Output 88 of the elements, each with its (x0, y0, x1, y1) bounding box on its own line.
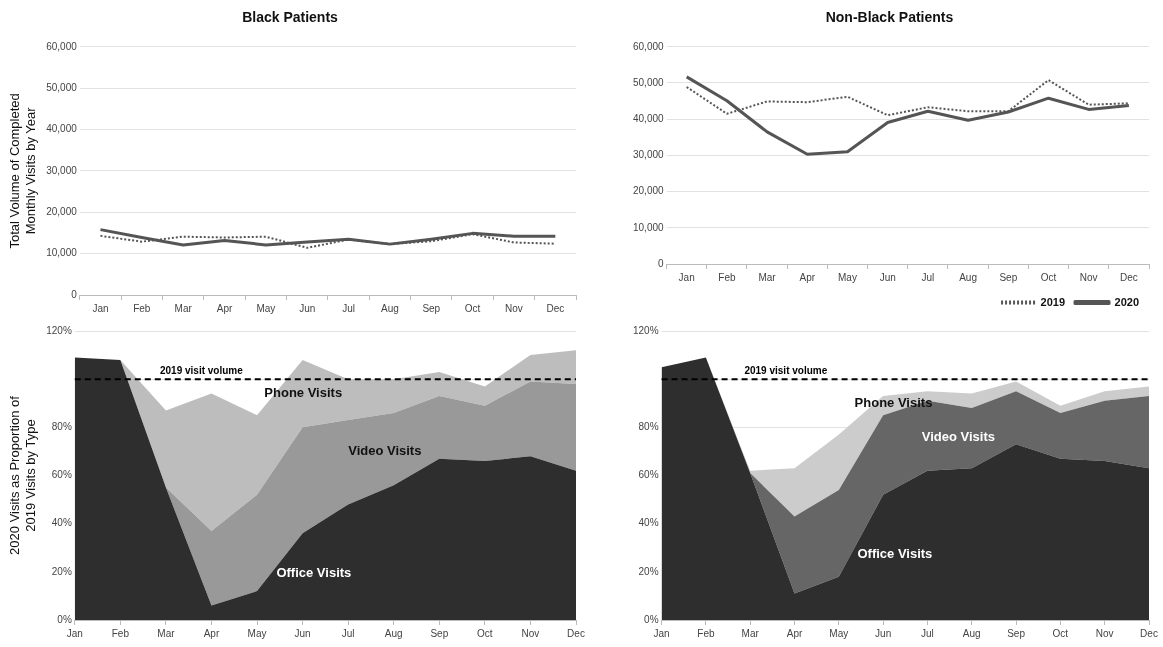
x-tick-label: Mar (174, 302, 193, 314)
x-tick-label: Aug (384, 627, 403, 639)
x-tick-label: Sep (1007, 627, 1026, 639)
y-tick-label: 20,000 (632, 185, 665, 197)
x-tick-label: Nov (1079, 271, 1098, 283)
y-tick-label: 20,000 (46, 206, 78, 218)
x-tick-label: Jul (341, 627, 355, 639)
x-tick-label: Jan (92, 302, 109, 314)
y-tick-label: 60,000 (632, 40, 665, 52)
y-tick-label: 120% (633, 324, 659, 336)
x-tick-label: Mar (157, 627, 176, 639)
x-tick-label: Sep (999, 271, 1018, 283)
legend-label: 2019 (1040, 295, 1066, 308)
x-tick-label: Aug (381, 302, 399, 314)
x-tick-label: Feb (697, 627, 715, 639)
y-tick-label: 20% (638, 565, 659, 577)
series-label: Video Visits (921, 429, 995, 445)
x-tick-label: Oct (1052, 627, 1069, 639)
x-tick-label: Jun (875, 627, 892, 639)
y-tick-label: 40% (51, 517, 72, 529)
x-tick-label: Feb (133, 302, 151, 314)
x-tick-label: Jan (653, 627, 670, 639)
ref-line-label: 2019 visit volume (159, 364, 244, 376)
x-tick-label: Aug (962, 627, 981, 639)
x-tick-label: Apr (799, 271, 816, 283)
x-tick-label: Apr (216, 302, 233, 314)
x-tick-label: Feb (111, 627, 130, 639)
x-tick-label: Oct (1040, 271, 1057, 283)
y-tick-label: 80% (638, 421, 659, 433)
x-tick-label: Dec (1140, 627, 1158, 639)
x-tick-label: Dec (567, 627, 585, 639)
x-tick-label: Jun (294, 627, 311, 639)
x-tick-label: Jan (678, 271, 695, 283)
chart-title: Non-Black Patients (825, 9, 954, 26)
x-tick-label: Nov (521, 627, 540, 639)
y-tick-label: 60% (638, 469, 659, 481)
y-tick-label: 0% (57, 613, 72, 625)
y-tick-label: 10,000 (632, 221, 665, 233)
x-tick-label: Apr (203, 627, 220, 639)
y-tick-label: 0 (658, 257, 665, 269)
x-tick-label: Mar (758, 271, 777, 283)
y-axis-title: 2020 Visits as Proportion of 2019 Visits by Type (7, 395, 38, 555)
y-tick-label: 40% (638, 517, 659, 529)
x-tick-label: Oct (477, 627, 493, 639)
series-label: Office Visits (276, 564, 352, 580)
y-tick-label: 60,000 (46, 40, 78, 52)
x-tick-label: Jul (342, 302, 355, 314)
y-tick-label: 50,000 (46, 81, 78, 93)
x-tick-label: May (829, 627, 849, 639)
y-tick-label: 40,000 (632, 112, 665, 124)
y-tick-label: 40,000 (46, 123, 78, 135)
x-tick-label: Nov (505, 302, 523, 314)
x-tick-label: Nov (1095, 627, 1114, 639)
x-tick-label: Sep (422, 302, 441, 314)
x-tick-label: Jan (66, 627, 83, 639)
chart-title: Black Patients (242, 9, 339, 26)
y-tick-label: 30,000 (632, 149, 665, 161)
y-tick-label: 60% (51, 469, 72, 481)
x-tick-label: Jul (921, 627, 934, 639)
series-label: Phone Visits (854, 394, 933, 410)
y-axis-title: Total Volume of Completed Monthly Visits by Year (7, 93, 38, 249)
x-tick-label: Mar (741, 627, 760, 639)
y-tick-label: 30,000 (46, 164, 78, 176)
x-tick-label: Apr (786, 627, 803, 639)
x-tick-label: Jun (299, 302, 316, 314)
legend-label: 2020 (1114, 295, 1140, 308)
x-tick-label: Dec (1120, 271, 1138, 283)
y-tick-label: 50,000 (632, 76, 665, 88)
y-tick-label: 10,000 (46, 247, 78, 259)
x-tick-label: Oct (464, 302, 481, 314)
x-tick-label: Feb (718, 271, 736, 283)
x-tick-label: Aug (959, 271, 977, 283)
y-tick-label: 0 (71, 288, 78, 300)
x-tick-label: May (256, 302, 276, 314)
x-tick-label: May (247, 627, 267, 639)
x-tick-label: Jun (879, 271, 896, 283)
y-tick-label: 120% (46, 324, 72, 336)
x-tick-label: Sep (430, 627, 449, 639)
y-tick-label: 0% (644, 613, 659, 625)
x-tick-label: Jul (921, 271, 935, 283)
y-tick-label: 80% (51, 421, 72, 433)
y-tick-label: 20% (51, 565, 72, 577)
x-tick-label: Dec (546, 302, 565, 314)
ref-line-label: 2019 visit volume (744, 364, 828, 376)
x-tick-label: May (838, 271, 857, 283)
series-label: Phone Visits (264, 385, 343, 401)
series-label: Video Visits (348, 443, 422, 459)
series-label: Office Visits (857, 545, 933, 561)
